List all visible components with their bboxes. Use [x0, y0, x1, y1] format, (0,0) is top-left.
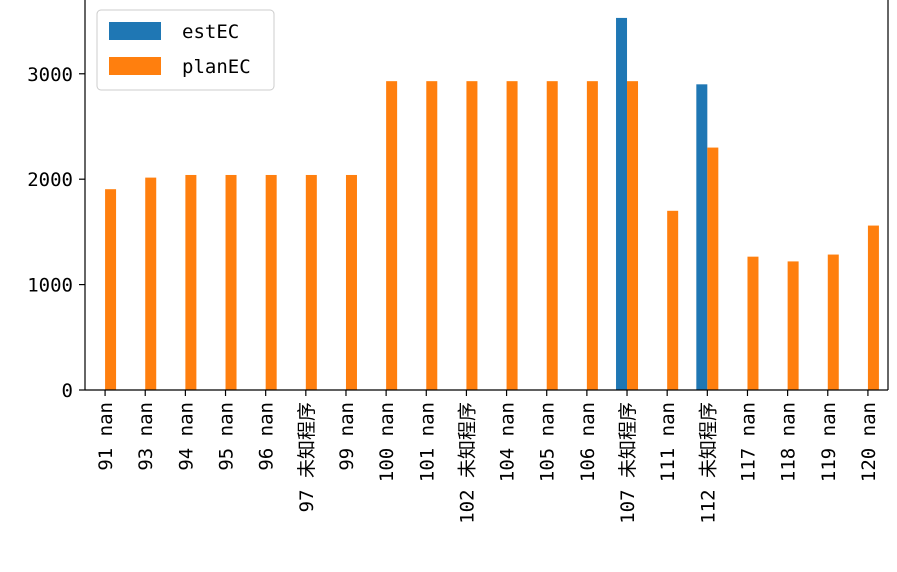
x-tick-label-17: 118 nan [778, 402, 800, 482]
bar-planEC-0 [105, 189, 117, 390]
x-tick-label-19: 120 nan [858, 402, 880, 482]
x-tick-label-0: 91 nan [95, 402, 117, 471]
legend-label-estEC: estEC [182, 21, 239, 43]
x-tick-label-6: 99 nan [336, 402, 358, 471]
x-tick-label-15: 112 未知程序 [697, 402, 719, 524]
x-tick-label-4: 96 nan [256, 402, 278, 471]
y-tick-label-2000: 2000 [27, 169, 73, 191]
bar-planEC-10 [506, 81, 518, 390]
y-tick-label-0: 0 [62, 380, 73, 402]
bar-planEC-2 [185, 174, 197, 390]
bar-planEC-4 [265, 174, 277, 390]
bar-planEC-17 [787, 261, 799, 390]
y-tick-label-3000: 3000 [27, 64, 73, 86]
x-tick-label-7: 100 nan [376, 402, 398, 482]
legend: estEC planEC [96, 9, 275, 91]
x-tick-label-18: 119 nan [818, 402, 840, 482]
bar-planEC-18 [827, 254, 839, 390]
x-tick-label-16: 117 nan [737, 402, 759, 482]
bar-planEC-6 [345, 174, 357, 390]
bar-planEC-8 [426, 81, 438, 390]
y-tick-label-1000: 1000 [27, 275, 73, 297]
x-tick-label-2: 94 nan [175, 402, 197, 471]
x-tick-label-9: 102 未知程序 [456, 402, 478, 524]
bar-estEC-13 [616, 17, 628, 391]
bar-planEC-11 [546, 81, 558, 390]
x-tick-label-12: 106 nan [577, 402, 599, 482]
bar-planEC-13 [627, 81, 639, 390]
bar-planEC-7 [386, 81, 398, 390]
bar-planEC-19 [867, 225, 879, 390]
bar-planEC-1 [145, 177, 157, 390]
legend-label-planEC: planEC [182, 56, 251, 78]
bar-planEC-9 [466, 81, 478, 390]
bar-estEC-15 [696, 84, 708, 390]
x-tick-label-14: 111 nan [657, 402, 679, 482]
axes-group: 0 1000 2000 3000 91 nan 93 nan 94 nan 95 nan 96 … [27, 0, 889, 524]
bar-planEC-5 [305, 174, 317, 390]
x-tick-label-13: 107 未知程序 [617, 402, 639, 524]
legend-swatch-estEC [109, 22, 161, 40]
x-tick-label-8: 101 nan [416, 402, 438, 482]
x-tick-label-3: 95 nan [216, 402, 238, 471]
bar-planEC-15 [707, 147, 719, 390]
legend-swatch-planEC [109, 57, 161, 75]
x-tick-label-11: 105 nan [537, 402, 559, 482]
x-tick-label-10: 104 nan [497, 402, 519, 482]
bar-planEC-12 [586, 81, 598, 390]
x-tick-label-1: 93 nan [135, 402, 157, 471]
bar-planEC-14 [667, 210, 679, 390]
bar-planEC-16 [747, 256, 759, 390]
bars-group [105, 17, 879, 391]
bar-planEC-3 [225, 174, 237, 390]
x-tick-label-5: 97 未知程序 [296, 402, 318, 512]
